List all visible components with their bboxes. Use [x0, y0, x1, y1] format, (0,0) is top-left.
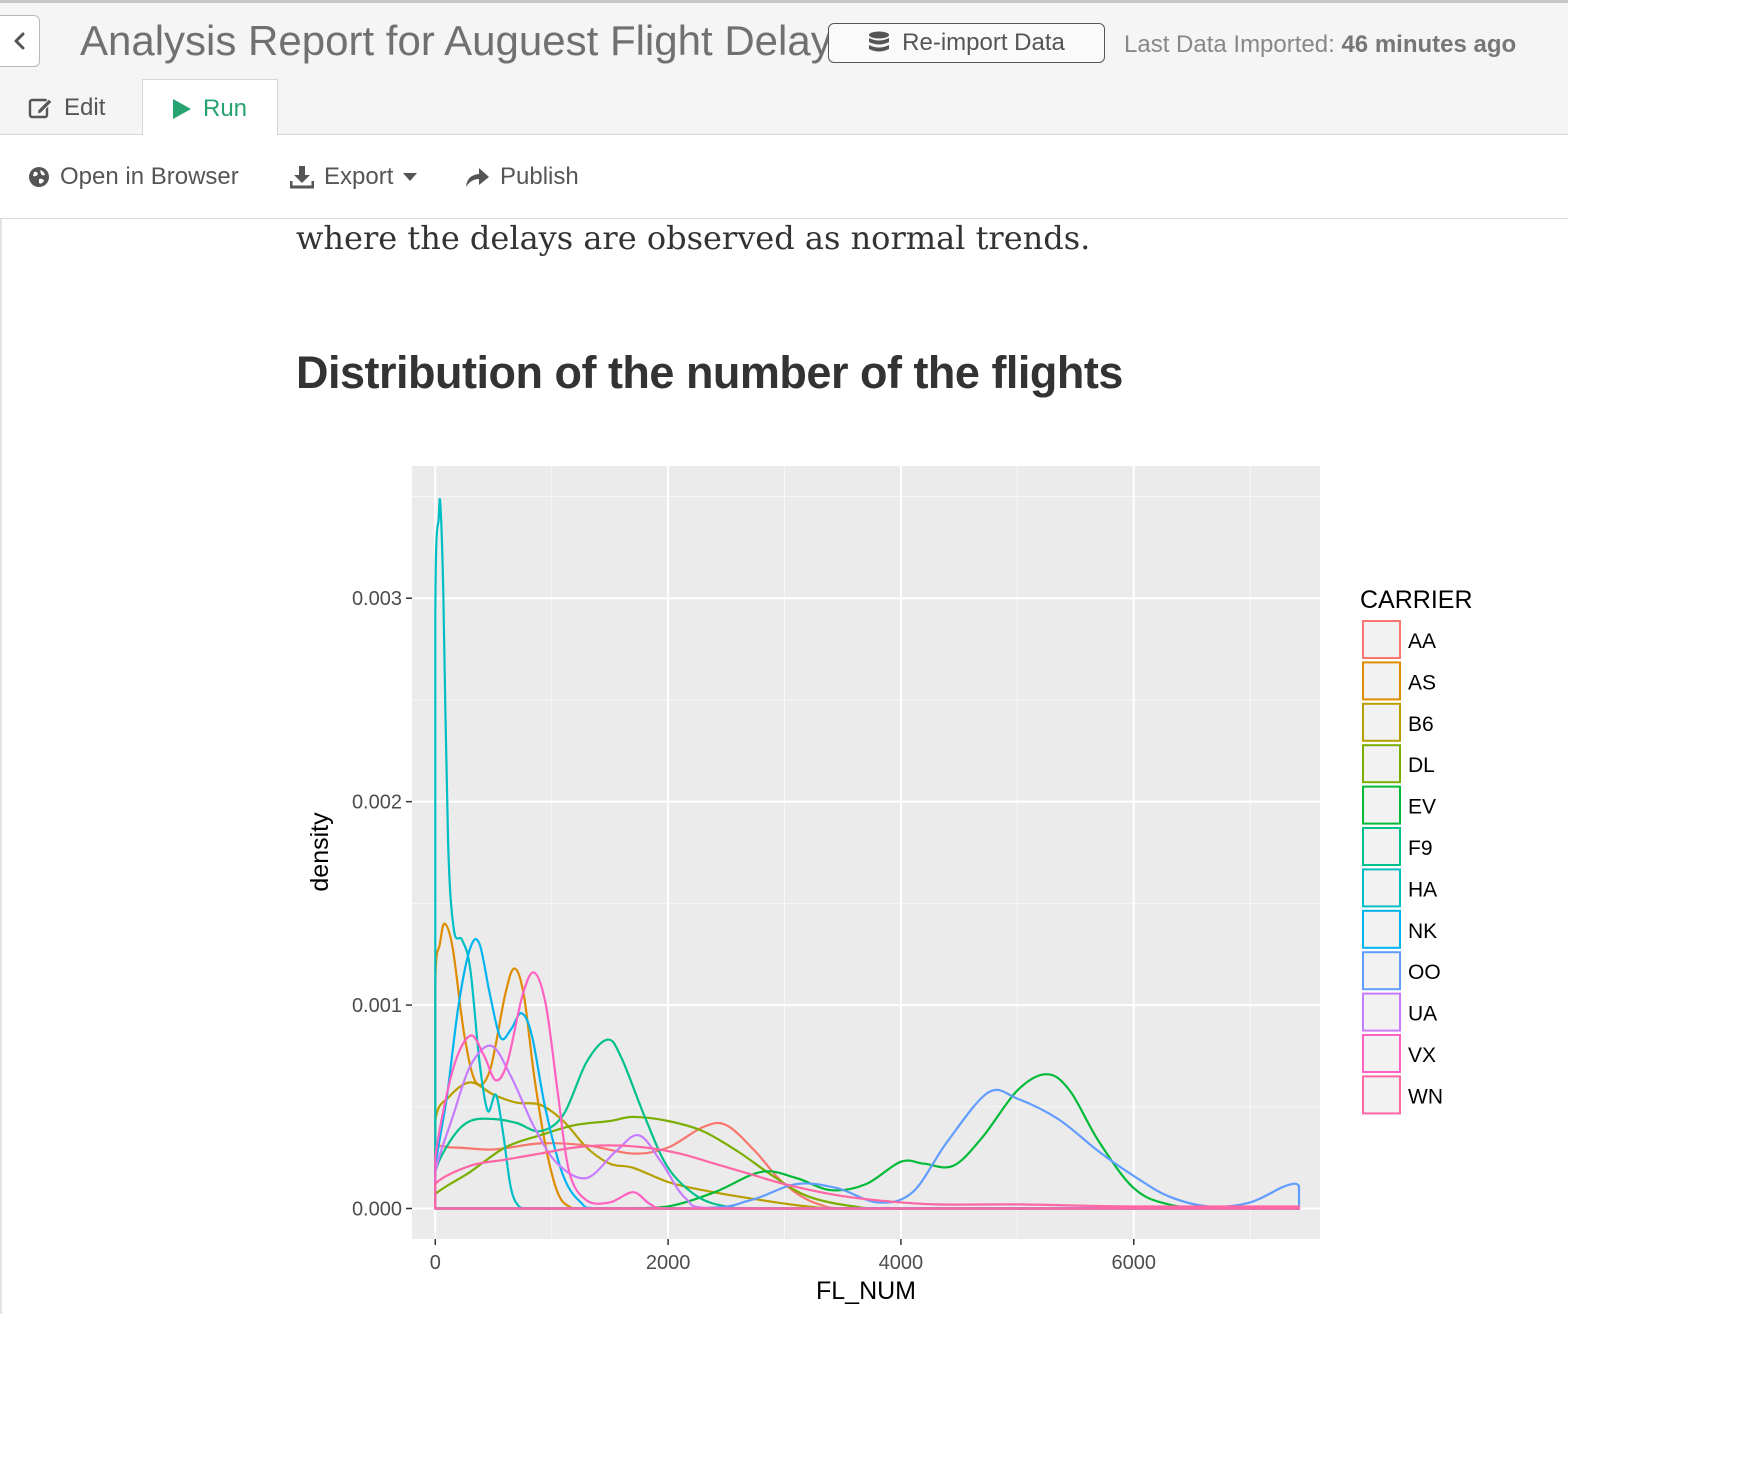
export-dropdown-button[interactable]: Export [290, 163, 418, 191]
last-import-value: 46 minutes ago [1341, 31, 1517, 58]
tab-edit[interactable]: Edit [28, 79, 105, 137]
page-title: Analysis Report for Auguest Flight Delay [80, 17, 832, 64]
legend-label-ev: EV [1408, 796, 1436, 819]
plot-legend: AA AS B6 DL EV F9 HA NK OO UA VX WN [1362, 620, 1443, 1115]
y-axis-title: density [306, 812, 334, 892]
legend-label-b6: B6 [1408, 713, 1434, 736]
tab-edit-label: Edit [64, 94, 106, 121]
open-in-browser-label: Open in Browser [60, 163, 239, 190]
section-heading: Distribution of the number of the flight… [296, 347, 1123, 398]
x-tick-label: 4000 [879, 1252, 924, 1274]
last-import-status: Last Data Imported: 46 minutes ago [1124, 31, 1516, 59]
series-wn-curve [434, 1144, 1301, 1210]
tab-run[interactable]: Run [142, 79, 278, 138]
legend-key-wn [1362, 1075, 1401, 1115]
share-arrow-icon [466, 168, 489, 187]
export-label: Export [324, 163, 394, 190]
y-tick-label: 0.002 [352, 792, 402, 814]
legend-key-ev [1362, 785, 1401, 825]
publish-label: Publish [500, 163, 579, 190]
window-top-border [0, 0, 1568, 3]
legend-label-wn: WN [1408, 1085, 1443, 1108]
legend-key-as [1362, 661, 1401, 701]
report-content: where the delays are observed as normal … [0, 219, 1568, 1314]
plot-axes: 0 2000 4000 6000 0.000 0.001 0.002 0.003 [352, 588, 1156, 1274]
tab-run-label: Run [203, 95, 248, 122]
legend-label-dl: DL [1408, 754, 1435, 777]
chevron-left-icon [14, 32, 24, 50]
legend-label-nk: NK [1408, 920, 1437, 943]
x-tick-label: 2000 [646, 1252, 691, 1274]
plot-panel [412, 466, 1320, 1239]
pencil-square-icon [28, 98, 53, 119]
viewer-toolbar: Open in Browser Export Publish [0, 135, 1568, 219]
legend-key-dl [1362, 744, 1401, 784]
x-tick-label: 0 [430, 1252, 441, 1274]
legend-label-ua: UA [1408, 1003, 1437, 1026]
legend-key-oo [1362, 951, 1401, 991]
caret-down-icon [403, 173, 418, 181]
legend-label-vx: VX [1408, 1044, 1436, 1067]
series-ev-curve [434, 1073, 1301, 1210]
download-icon [290, 166, 314, 189]
reimport-label: Re-import Data [902, 29, 1065, 56]
back-button[interactable] [0, 15, 40, 67]
density-plot: 0 2000 4000 6000 0.000 0.001 0.002 0.003 FL_NUM… [306, 466, 1473, 1305]
legend-label-f9: F9 [1408, 837, 1433, 860]
paragraph-text: where the delays are observed as normal … [296, 219, 1091, 257]
legend-key-ua [1362, 992, 1401, 1032]
legend-label-oo: OO [1408, 961, 1441, 984]
y-tick-label: 0.003 [352, 588, 402, 610]
legend-label-aa: AA [1408, 630, 1436, 653]
legend-key-ha [1362, 868, 1401, 908]
publish-button[interactable]: Publish [464, 163, 579, 191]
legend-key-aa [1362, 620, 1401, 659]
legend-key-b6 [1362, 702, 1401, 742]
y-tick-label: 0.000 [352, 1198, 402, 1220]
legend-key-nk [1362, 909, 1401, 949]
last-import-label: Last Data Imported: [1124, 31, 1335, 58]
legend-label-as: AS [1408, 671, 1436, 694]
reimport-data-button[interactable]: Re-import Data [828, 23, 1105, 63]
legend-title: CARRIER [1360, 586, 1473, 614]
database-icon [869, 31, 890, 52]
open-in-browser-button[interactable]: Open in Browser [28, 163, 239, 191]
legend-key-vx [1362, 1034, 1401, 1073]
plot-series [434, 497, 1301, 1210]
play-icon [173, 99, 191, 119]
x-tick-label: 6000 [1111, 1252, 1156, 1274]
globe-icon [29, 167, 49, 187]
legend-key-f9 [1362, 827, 1401, 866]
y-tick-label: 0.001 [352, 995, 402, 1017]
report-header: Analysis Report for Auguest Flight Delay… [0, 3, 1568, 138]
x-axis-title: FL_NUM [816, 1277, 916, 1305]
legend-label-ha: HA [1408, 878, 1437, 901]
